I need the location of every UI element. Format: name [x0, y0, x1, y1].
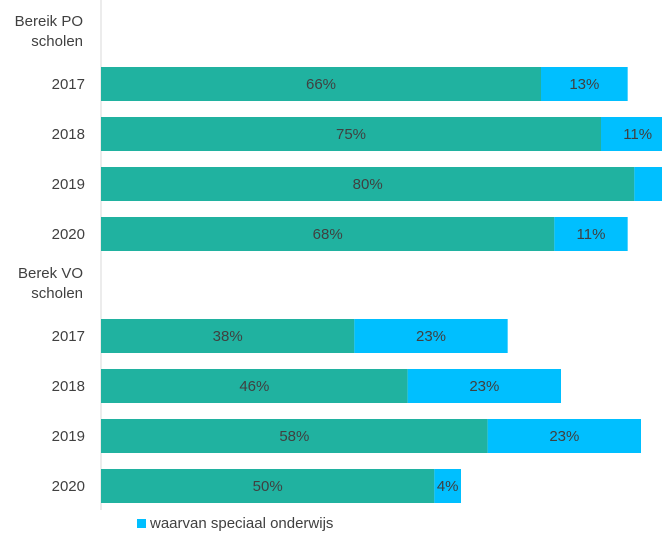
bar-special [434, 469, 461, 503]
data-label: 68% [313, 226, 343, 243]
bar-total [101, 67, 541, 101]
bar-special [487, 419, 641, 453]
bar-special [554, 217, 628, 251]
data-label: 23% [469, 378, 499, 395]
bar-total [101, 117, 601, 151]
data-label: 11% [623, 126, 652, 143]
bar-total [101, 369, 408, 403]
data-label: 23% [416, 328, 446, 345]
plot-area: Bereik PO scholen 2017 66% 13% 2018 75% 11% 2019… [15, 0, 662, 510]
bar-special [601, 117, 662, 151]
data-label: 23% [549, 428, 579, 445]
legend: waarvan speciaal onderwijs [137, 515, 333, 532]
data-label: 66% [306, 76, 336, 93]
category-label: 2019 [52, 428, 85, 445]
category-label: 2018 [52, 378, 85, 395]
legend-label: waarvan speciaal onderwijs [149, 515, 333, 532]
bar-special [354, 319, 508, 353]
bar-special [407, 369, 561, 403]
category-label: 2017 [52, 76, 85, 93]
data-label: 4% [437, 478, 459, 495]
data-label: 13% [569, 76, 599, 93]
group-label-line: Berek VO [18, 265, 83, 282]
group-label-line: Bereik PO [15, 13, 83, 30]
group-label-line: scholen [31, 285, 83, 302]
bar-special [634, 167, 662, 201]
bar-total [101, 319, 355, 353]
bar-total [101, 167, 635, 201]
data-label: 58% [279, 428, 309, 445]
data-label: 50% [253, 478, 283, 495]
category-label: 2019 [52, 176, 85, 193]
bar-total [101, 419, 488, 453]
data-label: 75% [336, 126, 366, 143]
category-label: 2020 [52, 226, 85, 243]
data-label: 38% [213, 328, 243, 345]
bar-total [101, 469, 435, 503]
bar-special [541, 67, 628, 101]
data-label: 11% [577, 226, 606, 243]
category-label: 2017 [52, 328, 85, 345]
bar-total [101, 217, 555, 251]
category-label: 2018 [52, 126, 85, 143]
legend-swatch-special [137, 519, 146, 528]
data-label: 80% [353, 176, 383, 193]
category-label: 2020 [52, 478, 85, 495]
data-label: 46% [239, 378, 269, 395]
group-label-line: scholen [31, 33, 83, 50]
